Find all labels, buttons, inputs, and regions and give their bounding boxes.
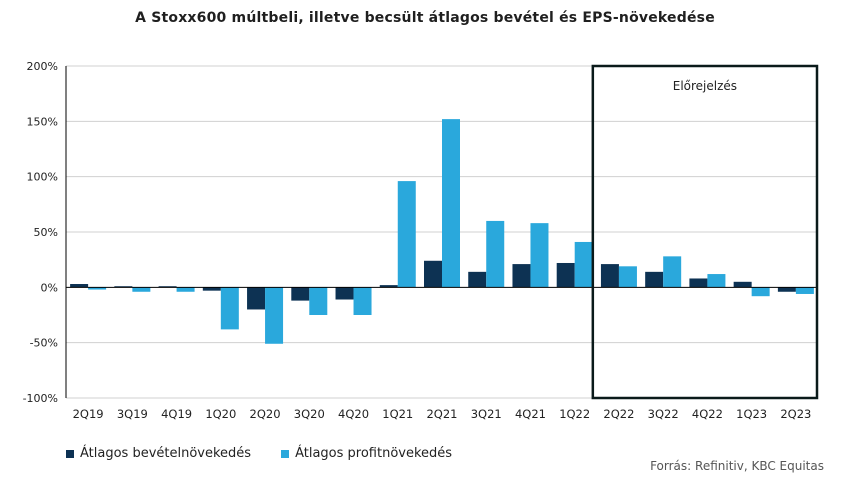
- legend-swatch-profit: [281, 449, 290, 458]
- x-tick-label: 3Q20: [294, 407, 325, 421]
- x-tick-label: 2Q23: [780, 407, 811, 421]
- forecast-box: [591, 64, 819, 400]
- x-tick-label: 4Q20: [338, 407, 369, 421]
- legend-label-profit: Átlagos profitnövekedés: [295, 446, 453, 461]
- x-tick-label: 4Q22: [692, 407, 723, 421]
- profit-bar: [574, 241, 593, 288]
- x-tick-label: 2Q22: [603, 407, 634, 421]
- x-tick-label: 1Q21: [382, 407, 413, 421]
- revenue-bar: [379, 285, 398, 288]
- revenue-bar: [645, 271, 664, 288]
- y-tick-label: 200%: [27, 60, 58, 73]
- legend-swatch-revenue: [66, 449, 74, 458]
- x-tick-label: 1Q22: [559, 407, 590, 421]
- profit-bar: [88, 287, 107, 290]
- revenue-bar: [468, 271, 487, 288]
- revenue-bar: [158, 286, 177, 288]
- profit-bar: [707, 274, 726, 288]
- revenue-bar: [556, 262, 575, 288]
- profit-bar: [309, 287, 328, 315]
- y-tick-label: 150%: [27, 115, 58, 128]
- legend-item-revenue: Átlagos bevételnövekedés: [66, 446, 251, 461]
- revenue-bar: [512, 264, 531, 288]
- profit-bar: [265, 287, 284, 344]
- profit-bar: [795, 287, 814, 294]
- revenue-bar: [733, 281, 752, 288]
- x-tick-label: 1Q20: [205, 407, 236, 421]
- profit-bar: [486, 220, 505, 288]
- revenue-bar: [689, 278, 708, 288]
- profit-bar: [353, 287, 372, 315]
- x-tick-label: 4Q21: [515, 407, 546, 421]
- x-tick-label: 3Q22: [648, 407, 679, 421]
- revenue-bar: [777, 287, 796, 292]
- x-tick-label: 2Q20: [250, 407, 281, 421]
- x-tick-label: 4Q19: [161, 407, 192, 421]
- profit-bar: [442, 119, 460, 288]
- legend-label-revenue: Átlagos bevételnövekedés: [80, 446, 252, 461]
- y-tick-label: -100%: [23, 392, 58, 405]
- y-tick-label: 100%: [27, 171, 58, 184]
- profit-bar: [220, 287, 239, 330]
- profit-bar: [397, 181, 416, 288]
- revenue-bar: [202, 287, 221, 291]
- legend-item-profit: Átlagos profitnövekedés: [281, 446, 452, 461]
- revenue-bar: [114, 286, 133, 288]
- revenue-bar: [247, 287, 266, 310]
- revenue-bar: [424, 260, 442, 288]
- x-tick-label: 3Q19: [117, 407, 148, 421]
- revenue-bar: [335, 287, 354, 300]
- revenue-bar: [600, 264, 619, 288]
- revenue-bar: [70, 284, 89, 288]
- source-note: Forrás: Refinitiv, KBC Equitas: [650, 459, 824, 473]
- profit-bar: [663, 256, 682, 288]
- x-tick-label: 2Q19: [73, 407, 104, 421]
- y-tick-label: 50%: [34, 226, 58, 239]
- forecast-label: Előrejelzés: [673, 79, 737, 93]
- chart-title: A Stoxx600 múltbeli, illetve becsült átl…: [135, 10, 715, 26]
- y-tick-label: 0%: [41, 281, 58, 294]
- profit-bar: [132, 287, 151, 292]
- legend: Átlagos bevételnövekedés Átlagos profitn…: [66, 446, 452, 461]
- profit-bar: [530, 223, 549, 288]
- y-tick-label: -50%: [30, 337, 58, 350]
- x-tick-label: 1Q23: [736, 407, 767, 421]
- profit-bar: [751, 287, 770, 297]
- x-tick-label: 2Q21: [426, 407, 457, 421]
- profit-bar: [618, 266, 637, 288]
- profit-bar: [176, 287, 195, 292]
- revenue-bar: [291, 287, 310, 301]
- x-tick-label: 3Q21: [471, 407, 502, 421]
